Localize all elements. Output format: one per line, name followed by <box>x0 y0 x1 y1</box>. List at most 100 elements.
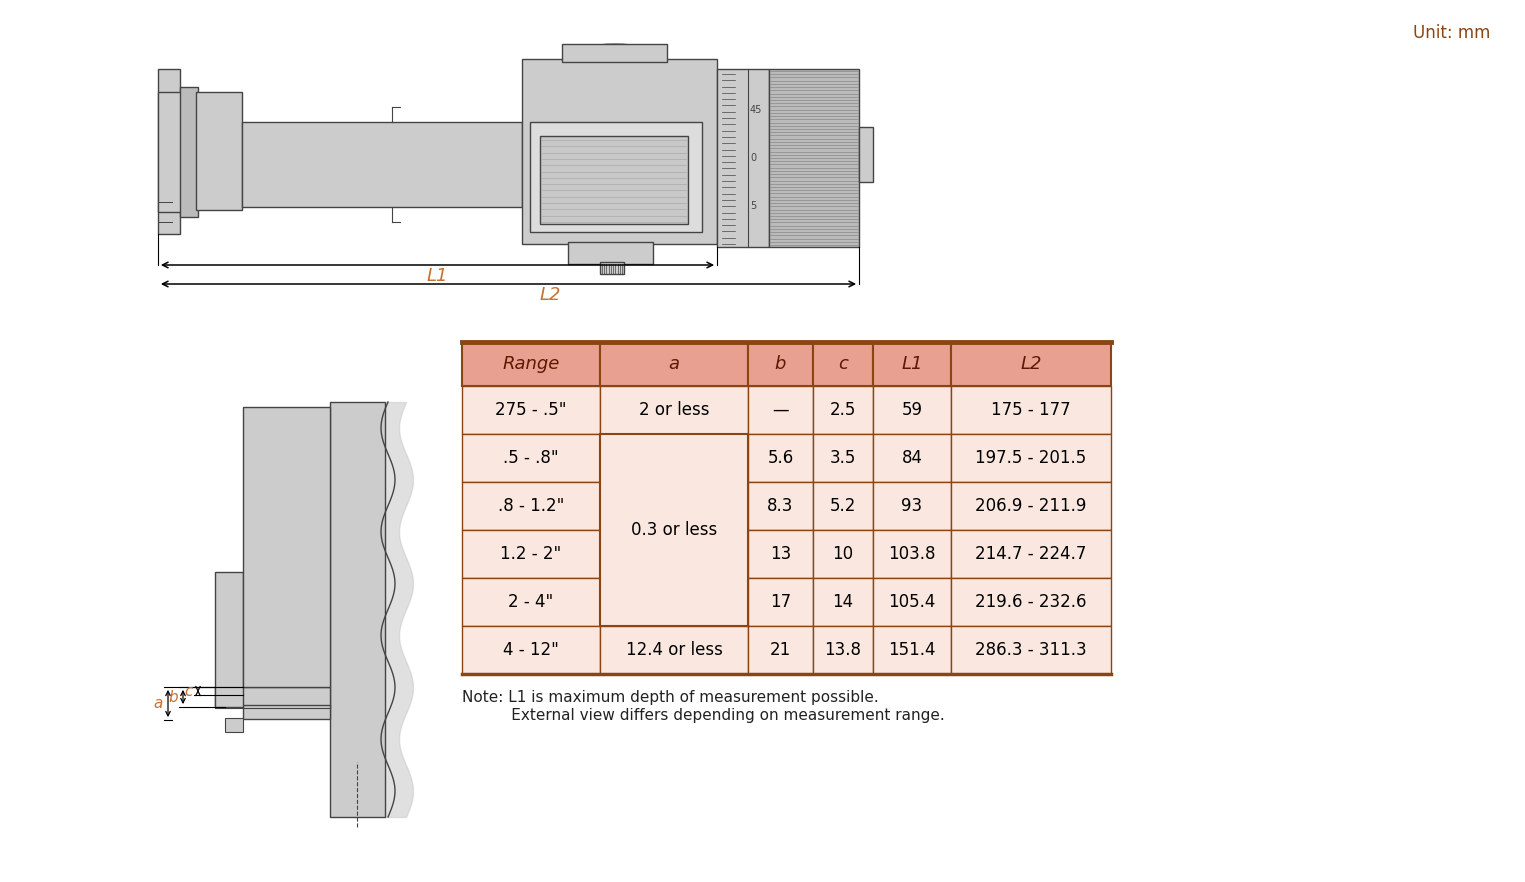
Text: Unit: mm: Unit: mm <box>1412 24 1490 42</box>
Bar <box>563 44 666 62</box>
Text: 105.4: 105.4 <box>888 593 936 611</box>
Bar <box>952 386 1112 434</box>
Bar <box>747 578 813 626</box>
Bar <box>242 407 329 687</box>
Bar <box>872 530 952 578</box>
Bar <box>599 578 747 626</box>
Bar <box>952 578 1112 626</box>
Bar <box>242 122 522 207</box>
Text: a: a <box>154 696 163 711</box>
Text: L2: L2 <box>1020 355 1042 373</box>
Bar <box>872 578 952 626</box>
Text: Note: L1 is maximum depth of measurement possible.: Note: L1 is maximum depth of measurement… <box>462 690 878 705</box>
Bar <box>462 434 599 482</box>
Text: 3.5: 3.5 <box>830 449 856 467</box>
Text: 219.6 - 232.6: 219.6 - 232.6 <box>976 593 1087 611</box>
Text: 214.7 - 224.7: 214.7 - 224.7 <box>976 545 1087 563</box>
Text: c: c <box>839 355 848 373</box>
Text: L1: L1 <box>427 267 448 285</box>
Bar <box>747 434 813 482</box>
Text: 10: 10 <box>833 545 854 563</box>
Text: c: c <box>185 684 194 699</box>
Text: L1: L1 <box>901 355 923 373</box>
Text: 103.8: 103.8 <box>888 545 936 563</box>
Text: 286.3 - 311.3: 286.3 - 311.3 <box>974 641 1087 659</box>
Ellipse shape <box>860 150 871 161</box>
Text: Range: Range <box>502 355 560 373</box>
Ellipse shape <box>708 145 721 159</box>
Bar <box>599 482 747 530</box>
Text: 13: 13 <box>770 545 791 563</box>
Text: 84: 84 <box>901 449 923 467</box>
Text: 2.5: 2.5 <box>830 401 856 419</box>
Bar <box>522 59 717 244</box>
Bar <box>813 578 872 626</box>
Bar <box>462 530 599 578</box>
Bar <box>813 482 872 530</box>
Bar <box>226 718 242 732</box>
Bar <box>599 262 624 274</box>
Bar <box>872 342 952 386</box>
Text: 0: 0 <box>750 153 756 163</box>
Bar <box>599 530 747 578</box>
Text: —: — <box>772 401 788 419</box>
Bar <box>180 87 198 217</box>
Text: 2 - 4": 2 - 4" <box>508 593 554 611</box>
Bar <box>215 572 242 707</box>
Bar <box>462 342 599 386</box>
Text: 1.2 - 2": 1.2 - 2" <box>500 545 561 563</box>
Bar <box>540 136 688 224</box>
Bar <box>769 69 859 247</box>
Bar <box>859 127 872 182</box>
Text: 21: 21 <box>770 641 791 659</box>
Text: 45: 45 <box>750 105 762 115</box>
Bar <box>952 626 1112 674</box>
Text: 12.4 or less: 12.4 or less <box>625 641 723 659</box>
Text: .8 - 1.2": .8 - 1.2" <box>497 497 564 515</box>
Bar <box>197 92 242 210</box>
Bar <box>813 626 872 674</box>
Bar <box>159 69 180 234</box>
Bar <box>599 434 747 482</box>
Text: 0.3 or less: 0.3 or less <box>631 521 717 539</box>
Bar <box>599 626 747 674</box>
Bar <box>462 578 599 626</box>
Bar <box>747 342 813 386</box>
Text: 5.6: 5.6 <box>767 449 793 467</box>
Bar <box>872 482 952 530</box>
Bar <box>952 482 1112 530</box>
Text: 59: 59 <box>901 401 923 419</box>
Bar <box>462 482 599 530</box>
Bar <box>747 530 813 578</box>
Bar <box>599 434 747 626</box>
Text: 17: 17 <box>770 593 791 611</box>
Bar <box>813 530 872 578</box>
Text: a: a <box>668 355 680 373</box>
Ellipse shape <box>575 44 656 62</box>
Text: .5 - .8": .5 - .8" <box>503 449 558 467</box>
Bar <box>813 342 872 386</box>
Bar <box>462 626 599 674</box>
Bar <box>952 434 1112 482</box>
Text: 14: 14 <box>833 593 854 611</box>
Bar <box>531 122 702 232</box>
Text: b: b <box>775 355 787 373</box>
Text: 151.4: 151.4 <box>888 641 936 659</box>
Bar <box>813 386 872 434</box>
Bar <box>717 69 769 247</box>
Bar <box>747 386 813 434</box>
Bar <box>242 705 329 719</box>
Bar <box>329 402 384 817</box>
Bar <box>952 342 1112 386</box>
Bar <box>159 92 197 212</box>
Bar <box>872 626 952 674</box>
Bar <box>599 386 747 434</box>
Text: b: b <box>168 690 178 705</box>
Text: 175 - 177: 175 - 177 <box>991 401 1071 419</box>
Text: 4 - 12": 4 - 12" <box>503 641 560 659</box>
Text: External view differs depending on measurement range.: External view differs depending on measu… <box>482 708 946 723</box>
Text: 275 - .5": 275 - .5" <box>496 401 567 419</box>
Ellipse shape <box>522 141 538 163</box>
Bar <box>215 687 329 707</box>
Text: 13.8: 13.8 <box>825 641 862 659</box>
